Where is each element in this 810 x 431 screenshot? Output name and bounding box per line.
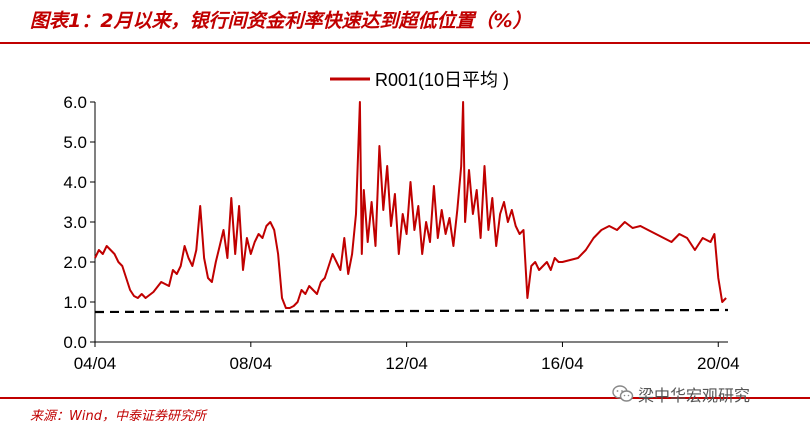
watermark: 梁中华宏观研究: [612, 382, 750, 406]
x-tick-label: 04/04: [74, 354, 117, 373]
y-tick-label: 3.0: [63, 213, 87, 232]
series-line-r001: [94, 101, 727, 309]
watermark-text: 梁中华宏观研究: [638, 386, 751, 405]
source-note: 来源：Wind，中泰证券研究所: [30, 409, 206, 424]
line-chart: 0.0 1.0 2.0 3.0 4.0 5.0 6.0 04/04 08/04 12/04 16/0…: [63, 70, 739, 373]
y-tick-label: 0.0: [63, 333, 87, 352]
legend-label-r001: R001(10日平均 ): [375, 70, 509, 90]
reference-dashed-line: [94, 308, 729, 314]
x-tick-label: 16/04: [541, 354, 584, 373]
chart-axes: 0.0 1.0 2.0 3.0 4.0 5.0 6.0 04/04 08/04 12/04 16/0…: [63, 93, 739, 373]
y-tick-label: 6.0: [63, 93, 87, 112]
y-tick-label: 2.0: [63, 253, 87, 272]
y-tick-label: 1.0: [63, 293, 87, 312]
chart-title: 图表1：2月以来，银行间资金利率快速达到超低位置（%）: [30, 10, 532, 32]
y-tick-label: 5.0: [63, 133, 87, 152]
footer-divider: [0, 397, 810, 399]
wechat-icon: [612, 385, 634, 403]
y-tick-label: 4.0: [63, 173, 87, 192]
x-tick-label: 08/04: [230, 354, 273, 373]
header-divider: [0, 42, 810, 44]
x-tick-label: 12/04: [385, 354, 428, 373]
legend: R001(10日平均 ): [330, 70, 509, 90]
x-tick-label: 20/04: [697, 354, 740, 373]
series-layer: [94, 101, 729, 314]
